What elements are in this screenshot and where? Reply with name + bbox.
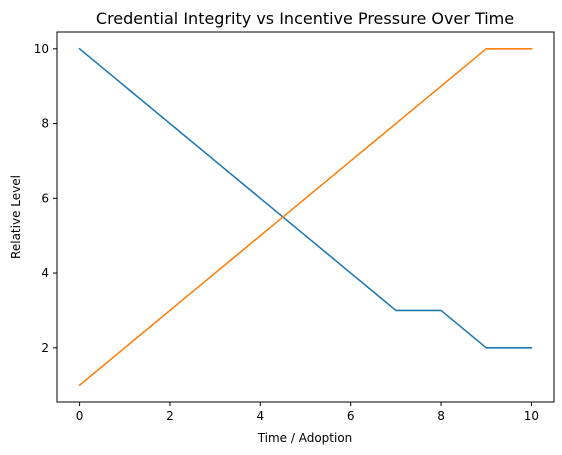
y-axis-label: Relative Level (9, 175, 23, 259)
x-axis-label: Time / Adoption (257, 431, 353, 445)
x-tick-label: 10 (524, 409, 539, 423)
y-tick-label: 2 (41, 341, 49, 355)
x-tick-label: 6 (347, 409, 355, 423)
chart-title: Credential Integrity vs Incentive Pressu… (96, 9, 514, 28)
y-tick-label: 10 (34, 42, 49, 56)
x-tick-label: 4 (256, 409, 264, 423)
series-line-2 (78, 48, 533, 387)
x-tick-label: 2 (166, 409, 174, 423)
y-tick-label: 4 (41, 266, 49, 280)
x-tick-label: 8 (437, 409, 445, 423)
y-tick-label: 8 (41, 117, 49, 131)
series-layer (78, 47, 533, 387)
ticks-layer: 0 2 4 6 8 10 2 4 6 8 10 (34, 42, 539, 423)
series-line-1 (78, 47, 533, 349)
y-tick-label: 6 (41, 191, 49, 205)
x-tick-label: 0 (76, 409, 84, 423)
plot-frame (56, 31, 555, 403)
